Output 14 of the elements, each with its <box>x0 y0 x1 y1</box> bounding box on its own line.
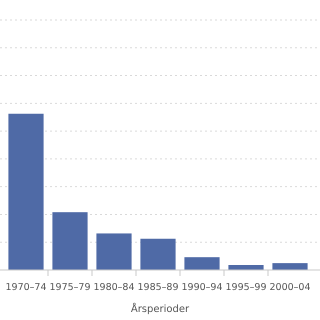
x-axis-title: Årsperioder <box>130 302 190 315</box>
bar <box>140 238 176 270</box>
bar <box>52 212 88 270</box>
x-tick-label: 1990–94 <box>181 282 223 293</box>
x-tick-label: 1970–74 <box>5 282 47 293</box>
bar <box>184 257 220 270</box>
x-tick-label: 1980–84 <box>93 282 135 293</box>
x-tick-label: 1995–99 <box>225 282 267 293</box>
x-tick-label: 2000–04 <box>269 282 311 293</box>
bar <box>8 114 44 270</box>
bar <box>272 263 308 270</box>
bar <box>96 233 132 270</box>
x-tick-label: 1985–89 <box>137 282 179 293</box>
x-tick-label: 1975–79 <box>49 282 91 293</box>
